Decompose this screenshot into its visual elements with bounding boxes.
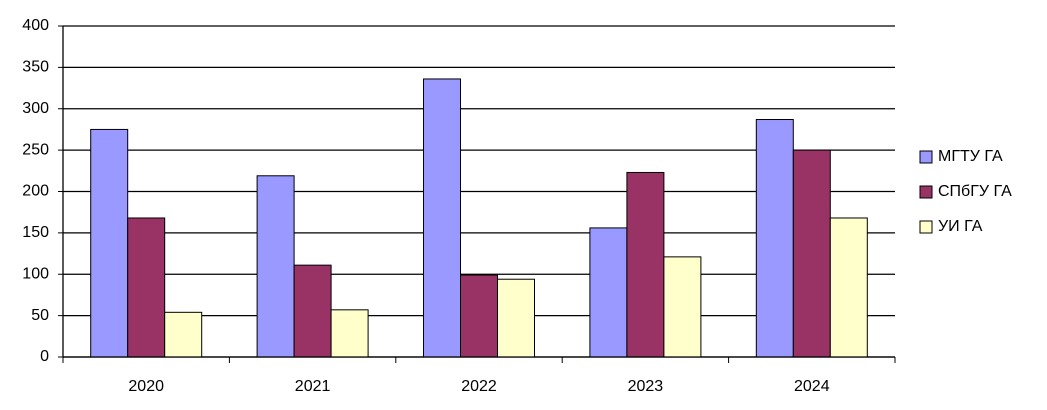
x-tick-label: 2022 — [461, 378, 497, 395]
legend-label: МГТУ ГА — [938, 148, 1003, 165]
bar — [90, 128, 129, 358]
x-tick-label: 2023 — [628, 378, 664, 395]
bar — [755, 119, 794, 358]
bar — [127, 217, 166, 358]
y-tick-label: 350 — [22, 59, 49, 76]
bar — [626, 171, 665, 358]
bar — [330, 309, 369, 358]
x-tick-label: 2020 — [128, 378, 164, 395]
legend-swatch — [919, 185, 933, 199]
bar — [164, 311, 203, 358]
x-tick-label: 2024 — [794, 378, 830, 395]
bar — [497, 278, 535, 358]
y-tick-label: 100 — [22, 265, 49, 282]
bar — [256, 175, 295, 358]
bar — [293, 264, 332, 358]
bar — [663, 256, 702, 358]
x-tick-label: 2021 — [295, 378, 331, 395]
legend-label: УИ ГА — [938, 218, 983, 235]
y-tick-label: 300 — [22, 100, 49, 117]
legend-swatch — [919, 220, 933, 234]
y-tick-label: 0 — [40, 348, 49, 365]
legend-label: СПбГУ ГА — [938, 183, 1012, 200]
bar — [792, 149, 831, 358]
y-tick-label: 200 — [22, 183, 49, 200]
bar — [829, 217, 868, 358]
y-tick-label: 50 — [31, 307, 49, 324]
y-tick-label: 150 — [22, 224, 49, 241]
legend-swatch — [919, 150, 933, 164]
bar — [589, 227, 628, 358]
bar — [423, 78, 461, 358]
y-tick-label: 250 — [22, 141, 49, 158]
y-tick-label: 400 — [22, 17, 49, 34]
bar — [460, 274, 498, 358]
